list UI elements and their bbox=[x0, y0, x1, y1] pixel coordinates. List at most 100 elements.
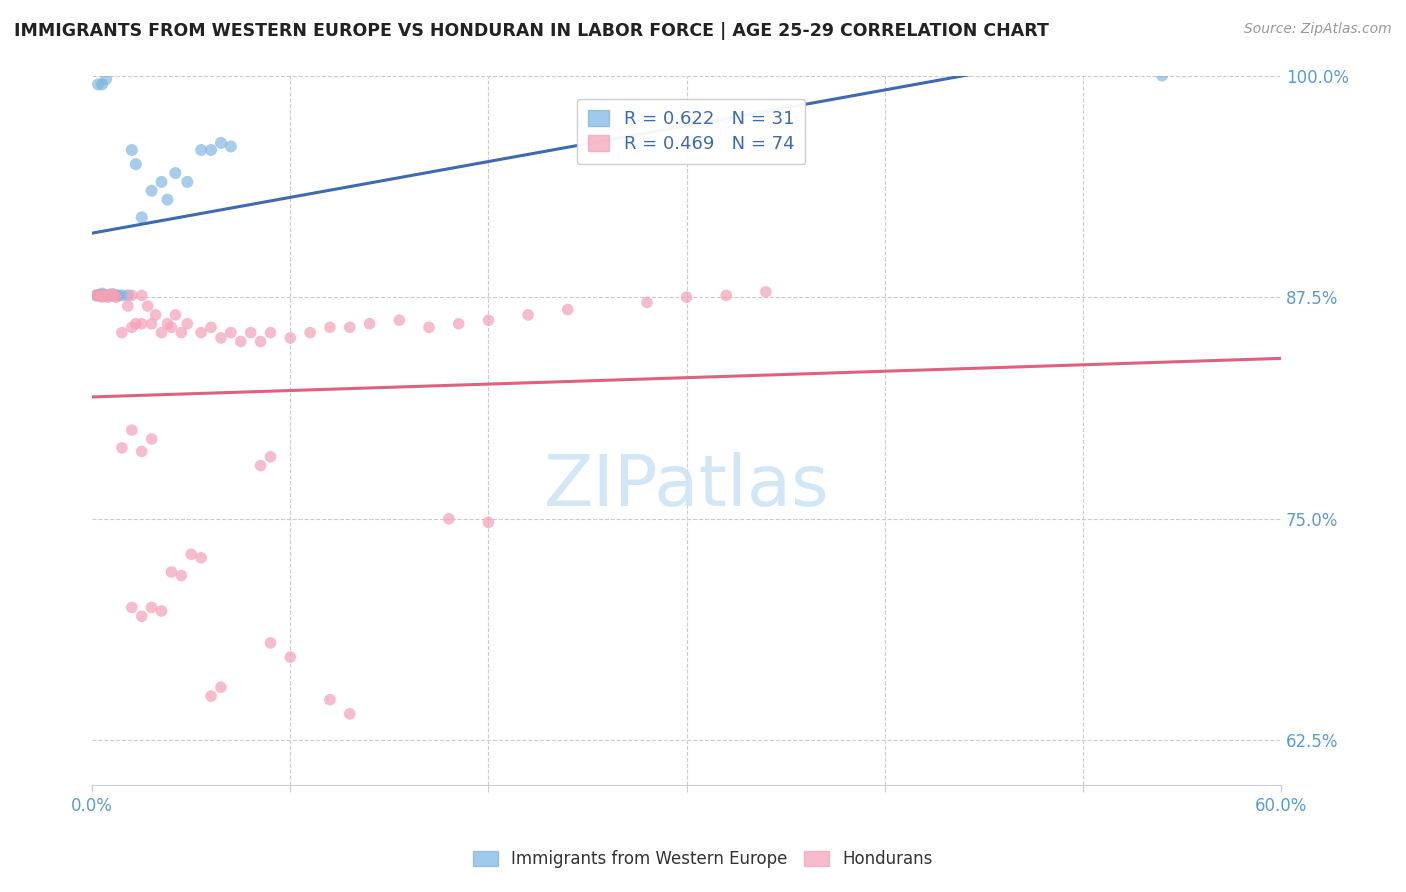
Point bbox=[103, 288, 125, 302]
Point bbox=[477, 313, 499, 327]
Point bbox=[165, 308, 187, 322]
Point bbox=[150, 326, 173, 340]
Point bbox=[477, 516, 499, 530]
Point bbox=[339, 320, 361, 334]
Point bbox=[121, 600, 143, 615]
Point bbox=[156, 317, 179, 331]
Point bbox=[319, 320, 342, 334]
Point bbox=[94, 288, 117, 302]
Point bbox=[557, 302, 579, 317]
Point bbox=[278, 650, 301, 665]
Point bbox=[91, 288, 114, 302]
Point bbox=[94, 72, 117, 87]
Point bbox=[87, 288, 110, 302]
Point bbox=[121, 288, 143, 302]
Point bbox=[359, 317, 381, 331]
Point bbox=[117, 299, 139, 313]
Point bbox=[84, 288, 107, 302]
Point bbox=[98, 288, 121, 302]
Point bbox=[141, 432, 163, 446]
Point bbox=[101, 286, 124, 301]
Point bbox=[219, 326, 242, 340]
Point bbox=[714, 288, 737, 302]
Point bbox=[150, 175, 173, 189]
Point bbox=[125, 317, 148, 331]
Point bbox=[121, 143, 143, 157]
Point bbox=[111, 441, 134, 455]
Point bbox=[170, 568, 193, 582]
Point bbox=[190, 326, 212, 340]
Point bbox=[278, 331, 301, 345]
Point bbox=[219, 139, 242, 153]
Point bbox=[229, 334, 252, 349]
Point bbox=[239, 326, 262, 340]
Point bbox=[200, 689, 222, 703]
Point bbox=[97, 290, 120, 304]
Point bbox=[103, 288, 125, 302]
Point bbox=[259, 636, 281, 650]
Point bbox=[131, 317, 153, 331]
Point bbox=[339, 706, 361, 721]
Point bbox=[101, 288, 124, 302]
Point bbox=[98, 288, 121, 302]
Point bbox=[200, 320, 222, 334]
Point bbox=[190, 143, 212, 157]
Point bbox=[249, 334, 271, 349]
Point bbox=[121, 423, 143, 437]
Point bbox=[141, 184, 163, 198]
Point bbox=[259, 326, 281, 340]
Point bbox=[180, 547, 202, 561]
Point bbox=[111, 288, 134, 302]
Point bbox=[150, 604, 173, 618]
Point bbox=[209, 331, 232, 345]
Point bbox=[176, 175, 198, 189]
Point bbox=[91, 290, 114, 304]
Point bbox=[91, 286, 114, 301]
Point bbox=[101, 288, 124, 302]
Point bbox=[117, 288, 139, 302]
Point bbox=[111, 326, 134, 340]
Point bbox=[125, 157, 148, 171]
Point bbox=[89, 288, 111, 302]
Point bbox=[91, 78, 114, 92]
Point bbox=[131, 288, 153, 302]
Point bbox=[141, 600, 163, 615]
Point bbox=[170, 326, 193, 340]
Point bbox=[388, 313, 411, 327]
Point bbox=[160, 320, 183, 334]
Point bbox=[93, 288, 115, 302]
Point bbox=[104, 288, 127, 302]
Legend: R = 0.622   N = 31, R = 0.469   N = 74: R = 0.622 N = 31, R = 0.469 N = 74 bbox=[576, 99, 806, 164]
Point bbox=[190, 550, 212, 565]
Point bbox=[675, 290, 697, 304]
Point bbox=[447, 317, 470, 331]
Legend: Immigrants from Western Europe, Hondurans: Immigrants from Western Europe, Honduran… bbox=[467, 844, 939, 875]
Point bbox=[259, 450, 281, 464]
Point bbox=[131, 211, 153, 225]
Point bbox=[437, 512, 460, 526]
Text: Source: ZipAtlas.com: Source: ZipAtlas.com bbox=[1244, 22, 1392, 37]
Point bbox=[209, 680, 232, 694]
Point bbox=[94, 288, 117, 302]
Point bbox=[136, 299, 159, 313]
Point bbox=[209, 136, 232, 150]
Point bbox=[156, 193, 179, 207]
Point bbox=[636, 295, 658, 310]
Point bbox=[131, 444, 153, 458]
Text: IMMIGRANTS FROM WESTERN EUROPE VS HONDURAN IN LABOR FORCE | AGE 25-29 CORRELATIO: IMMIGRANTS FROM WESTERN EUROPE VS HONDUR… bbox=[14, 22, 1049, 40]
Point bbox=[141, 317, 163, 331]
Text: ZIPatlas: ZIPatlas bbox=[544, 452, 830, 522]
Point bbox=[84, 288, 107, 302]
Point bbox=[418, 320, 440, 334]
Point bbox=[200, 143, 222, 157]
Point bbox=[87, 288, 110, 302]
Point bbox=[319, 692, 342, 706]
Point bbox=[299, 326, 322, 340]
Point bbox=[160, 565, 183, 579]
Point bbox=[755, 285, 778, 299]
Point bbox=[176, 317, 198, 331]
Point bbox=[145, 308, 167, 322]
Point bbox=[165, 166, 187, 180]
Point bbox=[93, 288, 115, 302]
Point bbox=[89, 288, 111, 302]
